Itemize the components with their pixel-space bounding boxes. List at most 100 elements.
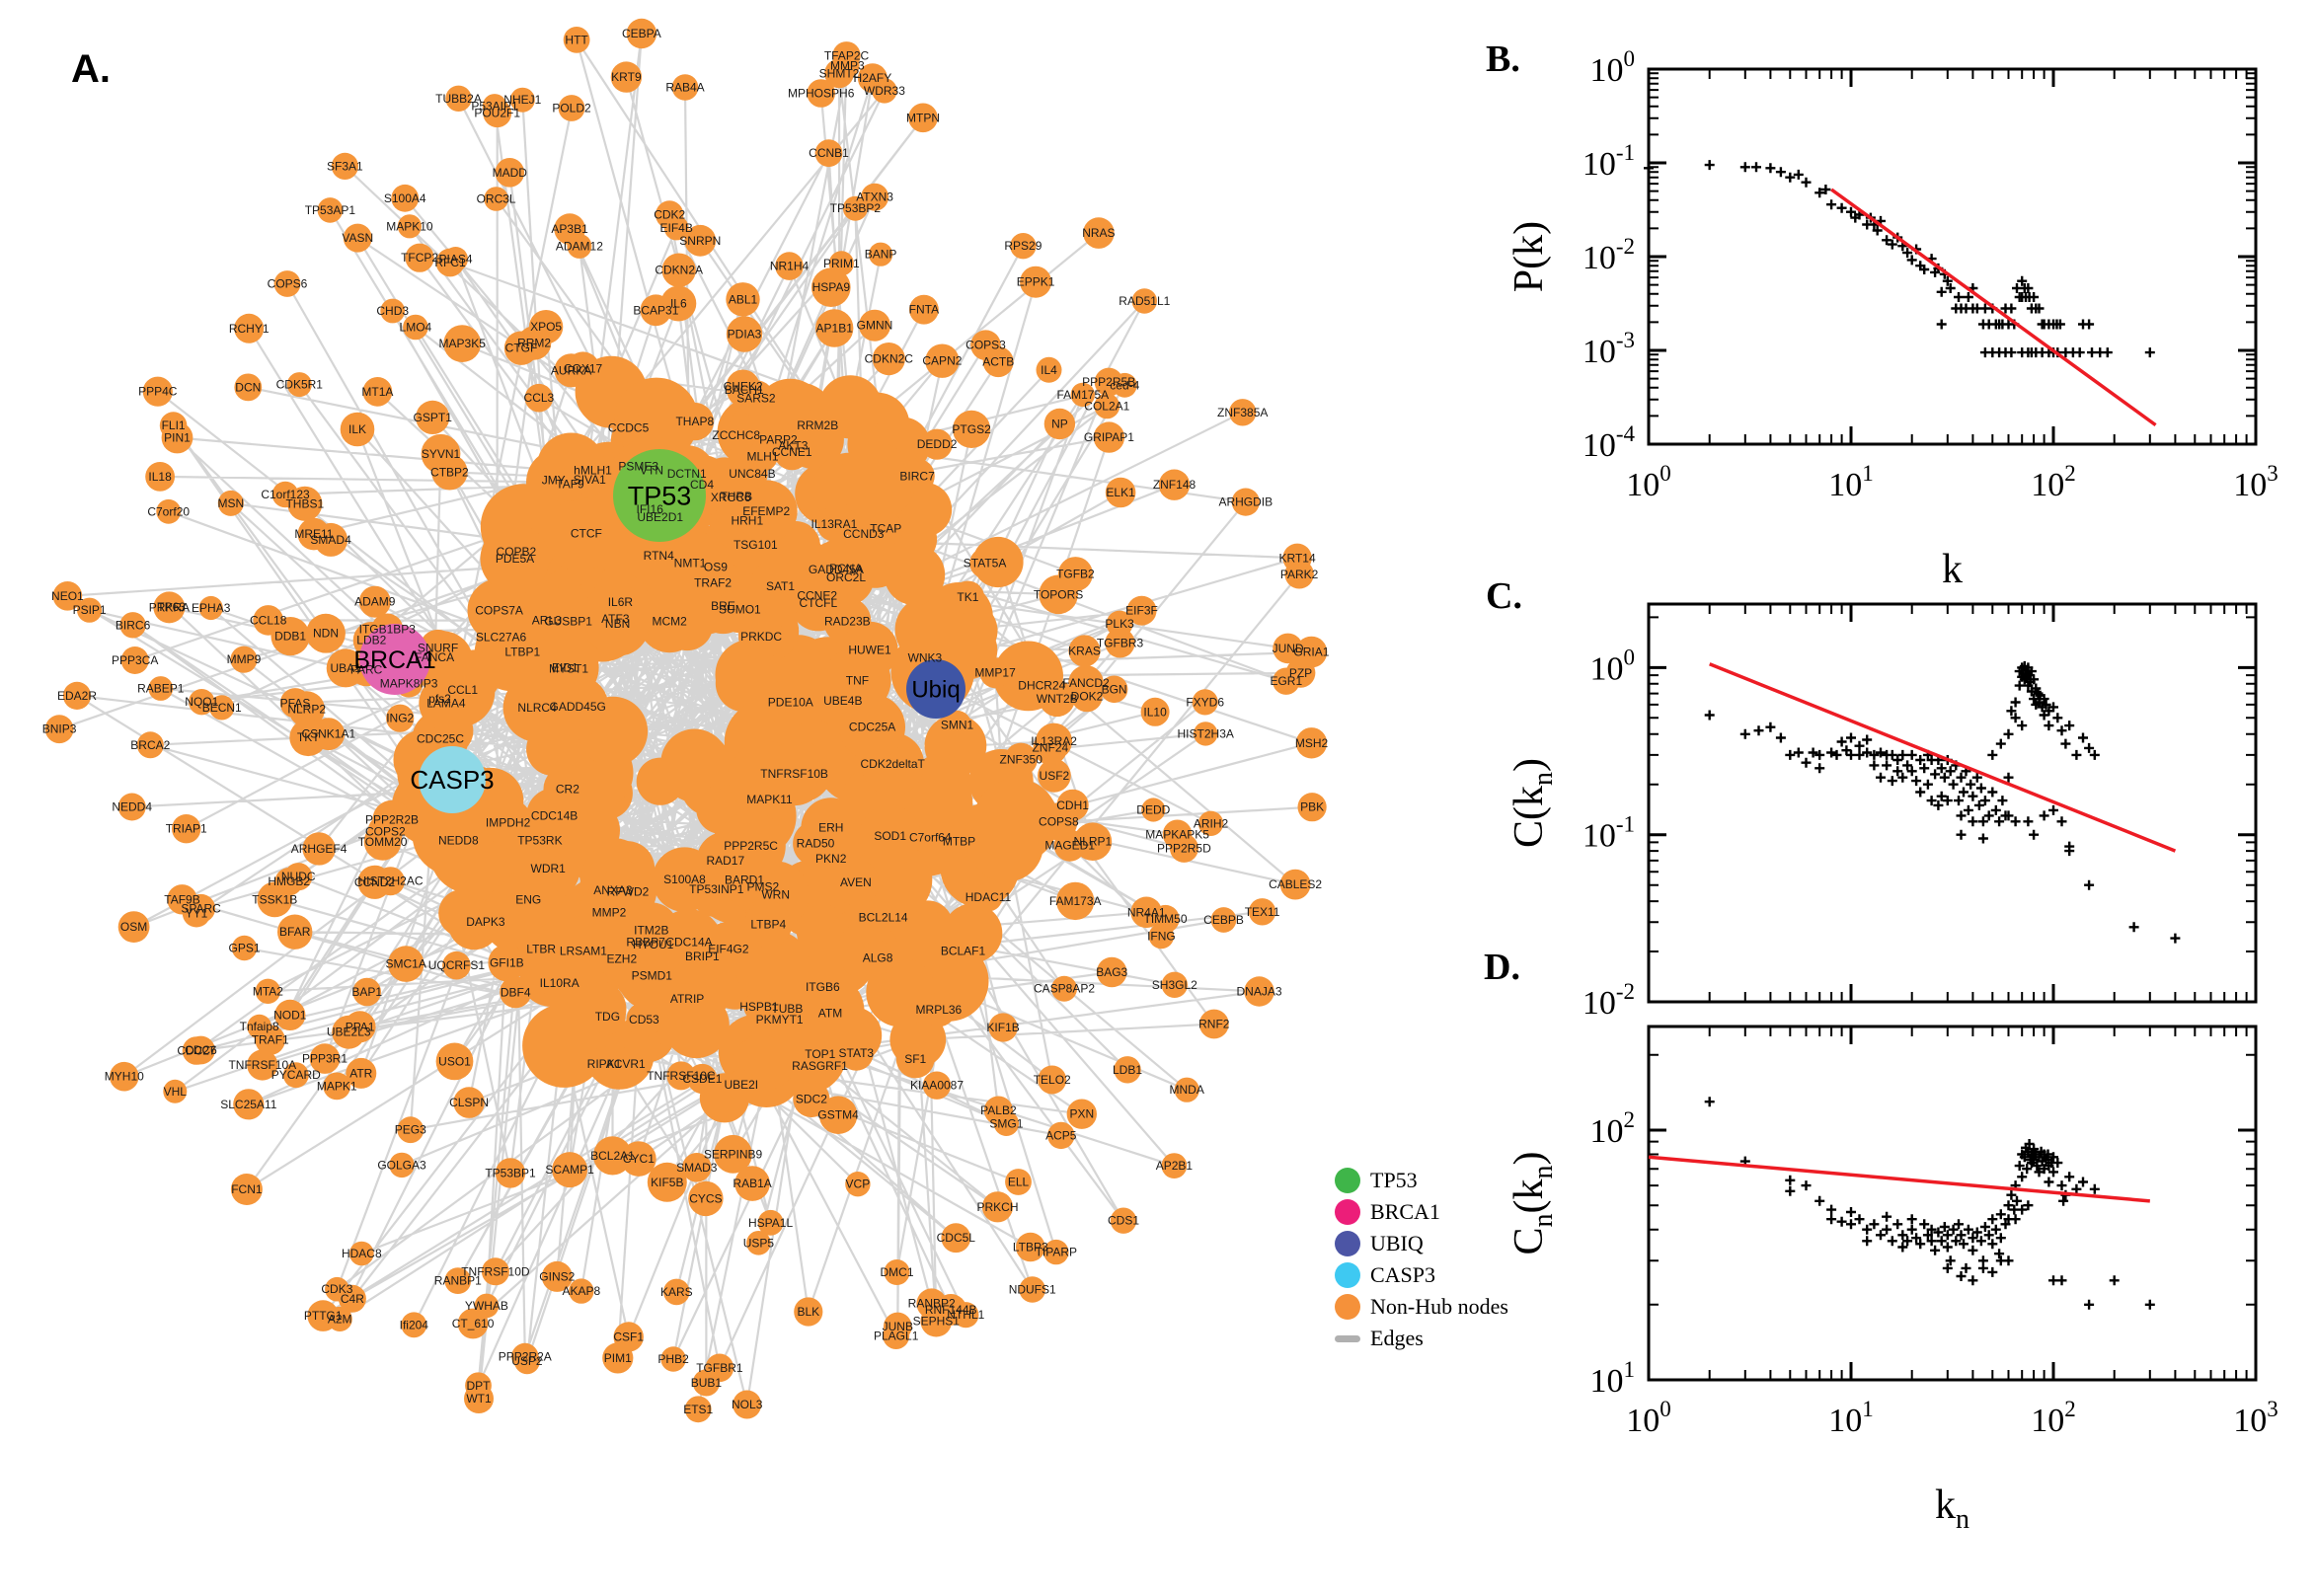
node-label: POU2F1 xyxy=(474,107,520,120)
non-hub-node xyxy=(750,556,811,617)
node-label: ARHGEF4 xyxy=(291,842,347,856)
node-label: HSPA1L xyxy=(748,1216,793,1230)
node-swatch-icon xyxy=(1335,1168,1360,1193)
node-label: BARD1 xyxy=(725,873,764,886)
node-label: UBE4B xyxy=(823,694,862,708)
hub-label-casp3: CASP3 xyxy=(410,765,494,795)
node-label: EIF4G2 xyxy=(708,943,749,956)
non-hub-node xyxy=(973,778,1059,864)
non-hub-node xyxy=(498,869,559,931)
node-label: SLC27A6 xyxy=(476,630,527,644)
non-hub-node xyxy=(189,689,215,716)
node-label: CEBPA xyxy=(622,27,661,40)
non-hub-node xyxy=(988,1013,1018,1042)
node-label: GRIPAP1 xyxy=(1084,430,1134,444)
non-hub-node xyxy=(1140,697,1170,726)
non-hub-node xyxy=(1295,727,1328,759)
y-axis-label: Cn(kn) xyxy=(1506,1151,1559,1254)
non-hub-node xyxy=(909,294,939,325)
non-hub-node xyxy=(1073,822,1113,861)
hub-node-brca1 xyxy=(359,624,430,695)
node-label: EZH2 xyxy=(606,951,637,965)
node-label: CDK2deltaT xyxy=(861,757,926,771)
non-hub-node xyxy=(660,728,729,798)
node-label: MAPK8IP3 xyxy=(380,676,438,690)
non-hub-node xyxy=(233,1089,265,1120)
node-label: LAMA4 xyxy=(426,697,466,711)
node-label: C7orf20 xyxy=(147,504,190,518)
node-label: BIRC6 xyxy=(116,618,151,632)
node-label: C4R xyxy=(341,1292,364,1306)
tick-label: 10-2 xyxy=(1583,234,1635,276)
node-label: MSN xyxy=(217,496,244,510)
non-hub-node xyxy=(435,248,465,277)
node-label: hMLH1 xyxy=(574,463,612,477)
non-hub-node xyxy=(1248,898,1276,926)
node-label: GMNN xyxy=(857,319,893,333)
node-label: FXYD6 xyxy=(1186,695,1224,709)
node-label: OS9 xyxy=(704,560,728,573)
node-label: RNF2 xyxy=(1198,1018,1230,1031)
major-ticks xyxy=(1647,67,2258,446)
node-label: SH3GL2 xyxy=(1152,978,1197,992)
tick-label: 100 xyxy=(1626,1397,1671,1439)
node-label: ELK1 xyxy=(1106,486,1135,499)
node-label: RCHY1 xyxy=(229,322,270,336)
node-label: IFNG xyxy=(1147,929,1176,943)
non-hub-node xyxy=(660,1346,686,1372)
non-hub-node xyxy=(726,316,763,352)
non-hub-node xyxy=(1297,793,1327,822)
node-label: IMPDH2 xyxy=(486,815,531,829)
non-hub-node xyxy=(435,1042,474,1081)
node-label: KARS xyxy=(660,1285,693,1299)
x-axis-label: kn xyxy=(1935,1482,1969,1535)
node-label: RAB1A xyxy=(733,1177,771,1190)
node-label: BACH1 xyxy=(725,383,764,397)
node-label: AP3B1 xyxy=(551,222,588,236)
node-label: WNK3 xyxy=(908,651,943,665)
non-hub-node xyxy=(1056,881,1095,921)
non-hub-node xyxy=(1158,469,1191,500)
node-label: CCND3 xyxy=(843,527,885,541)
node-label: RABEP1 xyxy=(137,682,185,696)
non-hub-node xyxy=(1019,1276,1045,1303)
non-hub-node xyxy=(247,1049,278,1081)
node-label: CCDC5 xyxy=(608,420,650,434)
node-label: ATXN3 xyxy=(856,190,893,204)
node-label: PPP4C xyxy=(138,385,178,399)
node-label: VTN xyxy=(640,464,663,478)
node-label: ATM xyxy=(818,1006,842,1020)
node-label: COPS6 xyxy=(268,277,308,291)
non-hub-node xyxy=(1093,421,1125,453)
node-label: NDN xyxy=(313,627,339,641)
node-label: TRIAP1 xyxy=(166,822,207,836)
node-label: LTBP3 xyxy=(1013,1241,1048,1254)
node-label: ACP5 xyxy=(1045,1128,1077,1142)
node-label: HTT xyxy=(565,33,588,46)
node-label: POLD2 xyxy=(552,102,591,115)
non-hub-node xyxy=(675,402,714,441)
node-label: PARK2 xyxy=(1280,568,1319,581)
non-hub-node xyxy=(815,309,854,347)
non-hub-node xyxy=(543,765,592,813)
node-label: CDK3 xyxy=(321,1282,352,1296)
node-label: STAT3 xyxy=(839,1046,875,1060)
non-hub-node xyxy=(809,836,853,880)
node-label: NEDD4 xyxy=(112,800,152,814)
non-hub-node xyxy=(737,380,775,417)
non-hub-node xyxy=(1114,1056,1141,1084)
non-hub-node xyxy=(1036,356,1062,383)
node-label: CCL18 xyxy=(250,613,287,627)
non-hub-node xyxy=(161,421,193,454)
non-hub-node xyxy=(800,408,835,443)
non-hub-node xyxy=(1174,1077,1199,1102)
node-label: CCL3 xyxy=(524,391,555,405)
non-hub-node xyxy=(528,310,564,344)
non-hub-node xyxy=(1162,819,1193,850)
non-hub-node xyxy=(610,61,643,93)
non-hub-node xyxy=(949,937,977,965)
panel-d-label: D. xyxy=(1484,947,1520,988)
node-label: PEG3 xyxy=(395,1123,426,1137)
non-hub-node xyxy=(231,935,258,961)
node-label: CAPN2 xyxy=(922,354,962,368)
